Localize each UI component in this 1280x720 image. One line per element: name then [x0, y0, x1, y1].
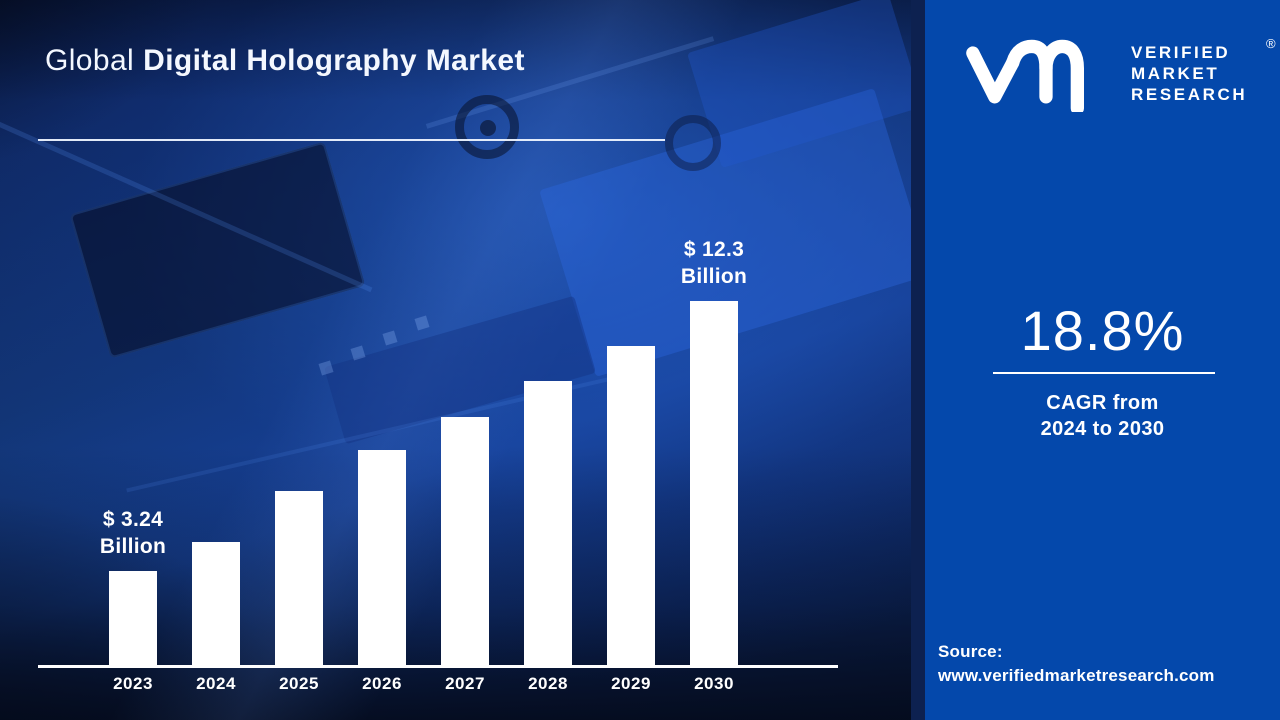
- x-tick-label: 2027: [445, 674, 485, 693]
- bar-2027: [441, 417, 489, 667]
- title-underline: [38, 139, 665, 141]
- bar-value-label: $ 3.24 Billion: [68, 507, 198, 561]
- cagr-caption-line: CAGR from: [1046, 392, 1159, 414]
- bar-2030: [690, 301, 738, 667]
- source-label: Source:: [938, 642, 1003, 661]
- panel-separator: [911, 0, 925, 720]
- bar-value-label-line: $ 3.24: [102, 508, 164, 532]
- cagr-caption: CAGR from 2024 to 2030: [925, 390, 1280, 443]
- brand-panel: VERIFIED MARKET RESEARCH ® 18.8% CAGR fr…: [925, 0, 1280, 720]
- source-block: Source: www.verifiedmarketresearch.com: [938, 640, 1215, 688]
- bar-2023: [109, 571, 157, 667]
- registered-trademark-icon: ®: [1266, 36, 1276, 51]
- brand-line: RESEARCH: [1131, 85, 1248, 104]
- brand-line: MARKET: [1131, 64, 1220, 83]
- cagr-value: 18.8%: [1020, 299, 1185, 362]
- x-axis-line: [38, 665, 838, 668]
- x-tick-label: 2028: [528, 674, 568, 693]
- vmr-monogram-icon: [966, 39, 1084, 112]
- brand-wordmark: VERIFIED MARKET RESEARCH: [1131, 42, 1247, 105]
- source-url: www.verifiedmarketresearch.com: [938, 665, 1215, 685]
- bar-2026: [358, 450, 406, 667]
- x-tick-label: 2030: [694, 674, 734, 693]
- bar-value-label: $ 12.3 Billion: [649, 237, 779, 291]
- brand-line: VERIFIED: [1131, 43, 1231, 62]
- bar-chart: 2023 2024 2025 2026 2027 2028 2029 2030 $ 3.24 Bi…: [38, 237, 838, 693]
- x-tick-label: 2026: [362, 674, 402, 693]
- bar-2028: [524, 381, 572, 667]
- x-tick-label: 2029: [611, 674, 651, 693]
- x-tick-label: 2024: [196, 674, 236, 693]
- bar-value-label-line: Billion: [99, 535, 167, 559]
- cagr-caption-line: 2024 to 2030: [1040, 418, 1165, 441]
- bar-2024: [192, 542, 240, 667]
- x-tick-label: 2025: [279, 674, 319, 693]
- brand-logo: VERIFIED MARKET RESEARCH ®: [941, 36, 1276, 116]
- bar-2029: [607, 346, 655, 667]
- cagr-divider: [993, 372, 1215, 374]
- x-tick-label: 2023: [113, 674, 153, 693]
- bar-value-label-line: $ 12.3: [683, 238, 745, 262]
- page-title-emphasis: Digital Holography Market: [143, 44, 525, 77]
- bar-2025: [275, 491, 323, 667]
- page-title-prefix: Global: [45, 44, 135, 77]
- bar-value-label-line: Billion: [680, 265, 748, 289]
- page-title: Global Digital Holography Market: [45, 44, 525, 78]
